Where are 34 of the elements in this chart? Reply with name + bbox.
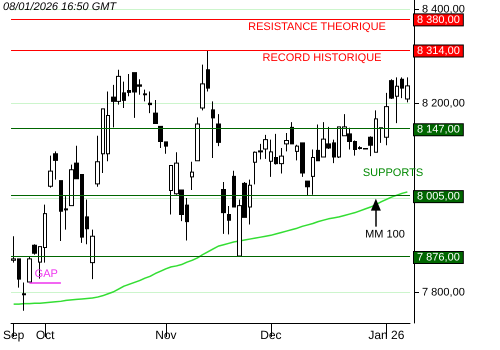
candlestick: [95, 135, 100, 188]
annotation: MM 100: [365, 228, 405, 241]
candlestick: [216, 114, 221, 147]
annotation: 08/01/2026 16:50 GMT: [3, 1, 118, 13]
ref-line-label: 7 876,00: [417, 252, 460, 264]
candlestick: [143, 89, 147, 102]
y-tick-label: 8 200,00: [422, 98, 465, 110]
candlestick: [153, 99, 158, 125]
candlestick: [190, 161, 194, 191]
candlestick: [48, 155, 53, 188]
line-series: [12, 191, 408, 305]
ref-line-label: 8 380,00: [417, 14, 460, 26]
candlestick: [227, 206, 231, 235]
x-tick-label: Sep: [2, 328, 25, 342]
x-tick-label: Oct: [36, 328, 56, 342]
candlestick: [221, 182, 226, 234]
candlestick: [90, 229, 95, 280]
candlestick: [211, 100, 215, 158]
candlestick: [148, 90, 152, 114]
candlestick: [305, 180, 310, 196]
y-tick-label: 8 400,00: [422, 3, 465, 16]
candlestick: [27, 256, 32, 283]
y-tick-label: 7 800,00: [422, 286, 465, 298]
candlestick: [22, 282, 26, 312]
candlestick: [53, 150, 58, 180]
ref-line-label: 8 147,00: [417, 124, 460, 136]
candlestick: [195, 116, 200, 162]
ref-line-label: 8 314,00: [417, 44, 460, 57]
annotation: RECORD HISTORIQUE: [262, 52, 382, 64]
candlestick: [263, 134, 268, 160]
annotation: RESISTANCE THEORIQUE: [248, 20, 386, 33]
x-tick-label: Dec: [260, 328, 282, 342]
x-tick-label: Nov: [155, 328, 177, 342]
ref-line-label: 8 005,00: [417, 190, 460, 203]
